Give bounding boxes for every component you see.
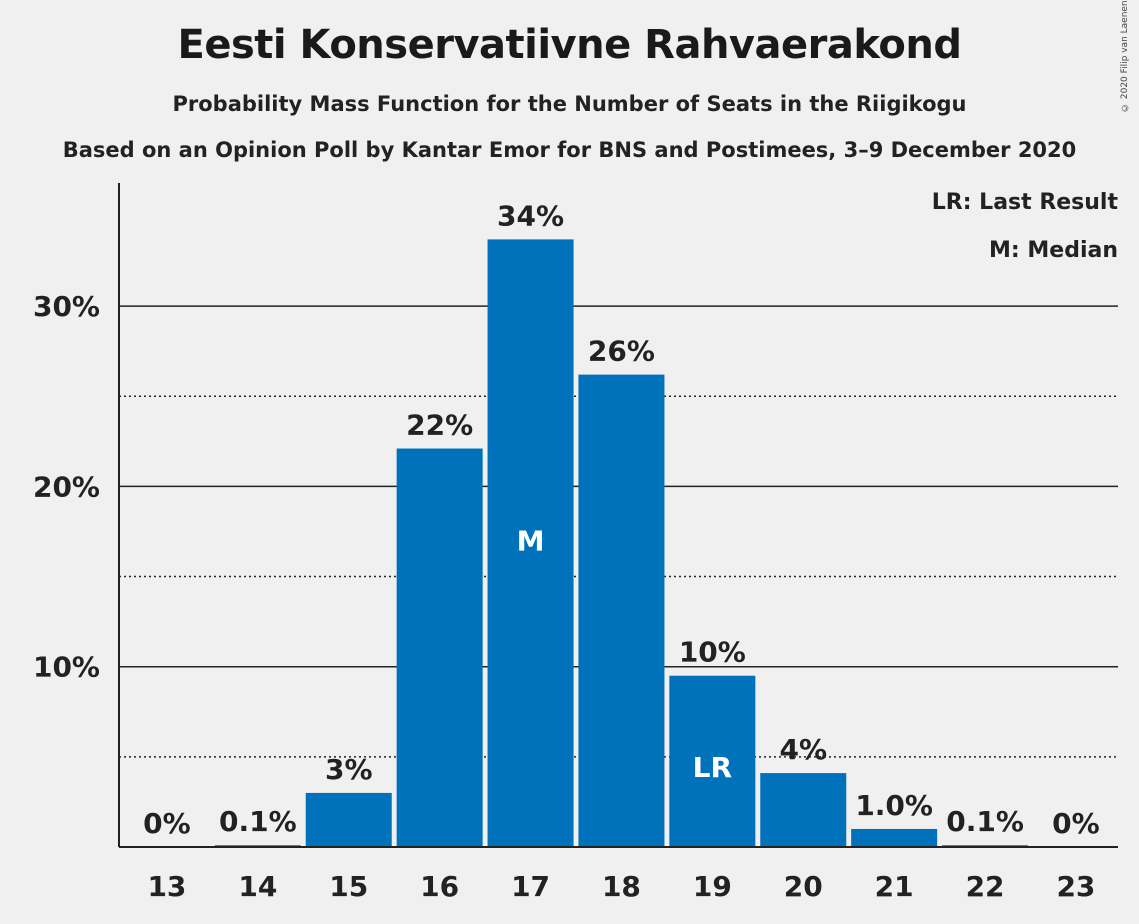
legend-median: M: Median [989, 238, 1118, 263]
x-tick-label: 18 [602, 870, 641, 903]
bar-15 [305, 792, 392, 847]
data-label-13: 0% [143, 807, 191, 840]
data-label-19: 10% [679, 636, 746, 669]
legend: LR: Last Result M: Median [932, 190, 1119, 263]
bar-21 [851, 828, 938, 847]
bar-19 [669, 675, 756, 847]
data-label-17: 34% [497, 199, 564, 232]
x-tick-label: 21 [875, 870, 914, 903]
bar-18 [578, 374, 665, 847]
x-tick-label: 23 [1056, 870, 1095, 903]
bar-annotation-lr: LR [693, 751, 732, 784]
y-tick-label: 10% [33, 651, 100, 684]
x-tick-label: 13 [147, 870, 186, 903]
x-tick-label: 19 [693, 870, 732, 903]
axes: 10% 20% 30% 13 14 15 16 17 18 19 20 21 22 23 [33, 183, 1118, 903]
bar-17 [487, 239, 574, 848]
x-tick-label: 15 [329, 870, 368, 903]
x-tick-label: 20 [784, 870, 823, 903]
chart-subtitle: Probability Mass Function for the Number… [172, 92, 967, 116]
gridlines [119, 305, 1118, 758]
y-tick-label: 20% [33, 470, 100, 503]
x-tick-label: 17 [511, 870, 550, 903]
bars [214, 239, 1029, 848]
legend-last-result: LR: Last Result [932, 190, 1119, 215]
data-label-15: 3% [325, 753, 373, 786]
data-label-22: 0.1% [946, 805, 1024, 838]
data-labels: 0% 0.1% 3% 22% 34% 26% 10% 4% 1.0% 0.1% 0% M LR [143, 199, 1100, 840]
y-tick-label: 30% [33, 290, 100, 323]
data-label-18: 26% [588, 335, 655, 368]
bar-20 [760, 773, 847, 847]
data-label-23: 0% [1052, 807, 1100, 840]
x-tick-label: 14 [238, 870, 277, 903]
bar-annotation-m: M [517, 524, 545, 557]
data-label-14: 0.1% [219, 805, 297, 838]
data-label-16: 22% [406, 409, 473, 442]
x-tick-label: 22 [966, 870, 1005, 903]
data-label-20: 4% [779, 733, 827, 766]
x-tick-label: 16 [420, 870, 459, 903]
chart-source-line: Based on an Opinion Poll by Kantar Emor … [62, 138, 1077, 162]
chart-title: Eesti Konservatiivne Rahvaerakond [177, 22, 962, 68]
bar-16 [396, 448, 483, 847]
data-label-21: 1.0% [855, 789, 933, 822]
